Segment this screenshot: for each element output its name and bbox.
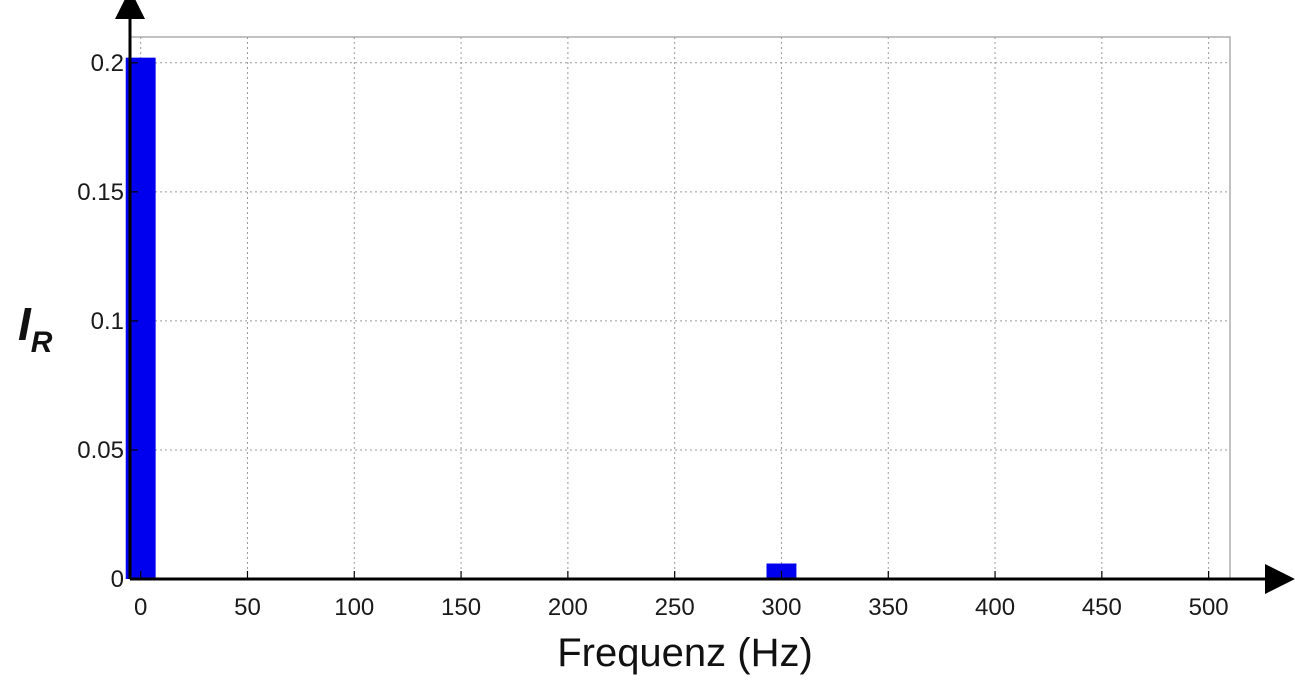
x-tick-label: 150 — [441, 594, 481, 621]
ticks — [130, 62, 1210, 580]
axes — [115, 0, 1295, 594]
y-tick-label: 0.2 — [91, 50, 124, 77]
y-tick-label: 0.15 — [77, 179, 124, 206]
grid-lines — [130, 37, 1230, 579]
y-tick-label: 0.1 — [91, 308, 124, 335]
y-axis-label-subscript: R — [31, 326, 53, 359]
x-axis-label: Frequenz (Hz) — [557, 631, 813, 675]
y-axis-label: IR — [18, 298, 53, 359]
x-tick-label: 100 — [334, 594, 374, 621]
x-tick-label: 250 — [655, 594, 695, 621]
x-tick-label: 200 — [548, 594, 588, 621]
x-tick-label: 450 — [1082, 594, 1122, 621]
x-tick-label: 300 — [761, 594, 801, 621]
plot-frame-rect — [129, 36, 1231, 580]
y-tick-label: 0 — [111, 566, 124, 593]
y-tick-label: 0.05 — [77, 437, 124, 464]
x-tick-label: 400 — [975, 594, 1015, 621]
x-tick-label: 500 — [1189, 594, 1229, 621]
x-tick-label: 0 — [134, 594, 147, 621]
plot-frame — [129, 36, 1231, 580]
x-tick-label: 350 — [868, 594, 908, 621]
y-axis-label-main: I — [18, 298, 32, 350]
x-tick-label: 50 — [234, 594, 261, 621]
tick-labels: 0 50 100 150 200 250 300 350 400 450 500 0 0.05 0.1 0.… — [77, 50, 1228, 621]
